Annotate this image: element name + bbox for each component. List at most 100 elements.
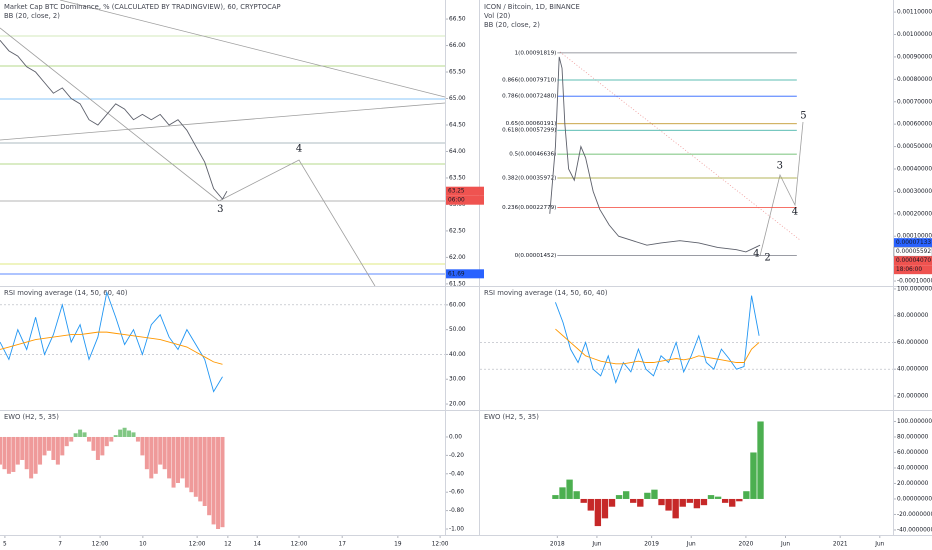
histogram-bar: [601, 498, 609, 519]
wave-path: [759, 121, 804, 257]
y-tick-label: 0.00040000: [897, 167, 932, 173]
histogram-bar: [153, 436, 158, 474]
y-tick-label: 0.00030000: [897, 189, 932, 195]
histogram-bar: [651, 489, 658, 499]
histogram-bar: [721, 498, 729, 503]
wave-label: 3: [217, 204, 223, 215]
histogram-bar: [51, 436, 56, 460]
y-tick-label: 60.000000: [897, 340, 929, 346]
histogram-bar: [131, 432, 136, 437]
y-tick-label: 100.000000: [897, 286, 932, 292]
y-tick-label: 0.00000000: [897, 496, 932, 502]
countdown-label: 06:00: [448, 198, 465, 204]
histogram-bar: [743, 491, 750, 499]
histogram-bar: [566, 479, 573, 499]
histogram-bar: [184, 436, 189, 488]
y-tick-label: 0.00110000: [897, 10, 932, 16]
y-tick-label: 61.50: [449, 281, 466, 287]
histogram-bar: [573, 491, 580, 499]
fib-label: 0.786(0.00072480): [502, 94, 556, 100]
pane-title: Vol (20): [484, 12, 511, 20]
y-tick-label: 65.00: [449, 96, 466, 102]
y-tick-label: 0.00070000: [897, 99, 932, 105]
histogram-bar: [149, 436, 154, 479]
histogram-bar: [95, 436, 100, 460]
trend-line: [0, 27, 220, 202]
price-tag: [894, 238, 932, 248]
y-tick-label: 0.00080000: [897, 77, 932, 83]
y-tick-label: -1.00: [449, 527, 464, 533]
histogram-bar: [211, 436, 216, 525]
histogram-bar: [707, 495, 715, 499]
y-tick-label: 0.00: [449, 434, 462, 440]
price-tag-label: 63.25: [448, 189, 465, 195]
y-tick-label: 0.00060000: [897, 122, 932, 128]
y-tick-label: -40.00000000: [897, 527, 932, 533]
y-tick-label: 0.00050000: [897, 144, 932, 150]
y-tick-label: -20.00000000: [897, 512, 932, 518]
histogram-bar: [11, 436, 16, 472]
x-tick-label: 2018: [550, 542, 565, 548]
histogram-bar: [100, 436, 105, 456]
price-tag: [446, 186, 484, 196]
countdown-label: 18:06:00: [896, 267, 922, 273]
histogram-bar: [679, 498, 686, 507]
x-tick-label: 12:00: [291, 542, 308, 548]
histogram-bar: [750, 452, 757, 499]
y-tick-label: 40.000000: [897, 465, 929, 471]
fib-label: 0.382(0.00035972): [502, 176, 556, 182]
histogram-bar: [113, 435, 118, 437]
series-line: [555, 328, 760, 365]
pane-title: RSI moving average (14, 50, 60, 40): [4, 289, 128, 297]
price-tag-label: 0.00005592: [896, 249, 931, 255]
histogram-bar: [615, 495, 623, 499]
histogram-bar: [622, 491, 630, 499]
histogram-bar: [207, 436, 212, 516]
y-tick-label: 64.00: [449, 149, 466, 155]
x-tick-label: 17: [339, 542, 347, 548]
x-tick-label: 2021: [833, 542, 848, 548]
histogram-bar: [29, 436, 34, 479]
y-tick-label: 0.00100000: [897, 32, 932, 38]
histogram-bar: [127, 430, 132, 437]
x-tick-label: 12:00: [92, 542, 109, 548]
price-tag-label: 0.00004070: [896, 258, 931, 264]
histogram-bar: [6, 436, 11, 474]
y-tick-label: 20.000000: [897, 393, 929, 399]
series-line: [0, 39, 228, 200]
histogram-bar: [757, 421, 764, 499]
price-tag: [894, 256, 932, 266]
y-tick-label: 65.50: [449, 70, 466, 76]
price-tag-label: 61.69: [448, 271, 465, 277]
fib-label: 0.5(0.00046636): [509, 152, 556, 158]
pane-title: EWO (H2, 5, 35): [484, 413, 539, 421]
y-tick-label: -0.80: [449, 508, 464, 514]
y-tick-label: 60.00: [449, 302, 466, 308]
fib-label: 0.236(0.00022779): [502, 205, 556, 211]
histogram-bar: [637, 498, 644, 507]
pane-title: Market Cap BTC Dominance, % (CALCULATED …: [4, 3, 281, 11]
y-tick-label: 40.000000: [897, 367, 929, 373]
histogram-bar: [91, 436, 96, 451]
countdown-tag: [894, 265, 932, 275]
histogram-bar: [672, 498, 679, 519]
pane-title: EWO (H2, 5, 35): [4, 413, 59, 421]
pane-title: BB (20, close, 2): [4, 12, 60, 20]
y-tick-label: 30.00: [449, 377, 466, 383]
x-tick-label: Jun: [874, 542, 884, 548]
x-tick-label: Jun: [686, 542, 696, 548]
histogram-bar: [171, 436, 176, 488]
series-line: [549, 56, 761, 253]
x-tick-label: 14: [254, 542, 262, 548]
histogram-bar: [2, 436, 7, 470]
fib-label: 0(0.00001452): [515, 253, 557, 259]
histogram-bar: [73, 433, 78, 437]
histogram-bar: [20, 436, 25, 460]
histogram-bar: [0, 436, 3, 465]
histogram-bar: [608, 498, 616, 507]
fib-label: 0.618(0.00057299): [502, 128, 556, 134]
y-tick-label: 100.000000: [897, 419, 932, 425]
y-tick-label: 50.00: [449, 327, 466, 333]
fib-label: 0.65(0.00060191): [506, 121, 557, 127]
